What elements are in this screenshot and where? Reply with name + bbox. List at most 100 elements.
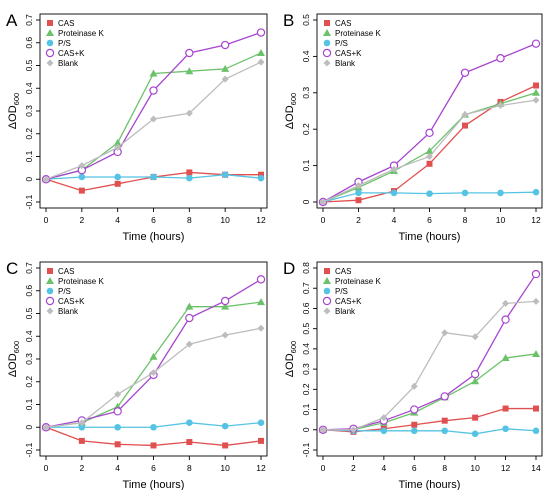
legend-label: CAS [58,267,74,276]
y-axis-label-main: ΔOD [7,105,19,129]
legend-marker [46,307,54,315]
x-tick-label: 0 [321,215,326,225]
y-tick-label: 0.2 [301,383,311,395]
x-tick-label: 6 [412,463,417,473]
data-point-p-s [150,173,157,181]
data-point-blank [532,96,540,104]
data-point-cas [78,187,85,194]
data-point-cas-k [113,407,122,416]
x-tick-label: 6 [427,215,432,225]
data-point-cas-k [220,296,230,306]
legend-marker [46,29,54,36]
data-point-cas-k [185,313,194,323]
x-tick-label: 8 [187,215,192,225]
y-axis-label: ΔOD600 [7,341,21,377]
panel-a: A 0 2 4 6 8 10 12 -0.1 0 0.1 0.2 0.3 0.4 0.5 0.6 0.7 Time… [6,11,268,243]
data-point-cas [258,171,264,178]
y-tick-label: 0.3 [24,105,34,117]
legend-marker [324,268,330,274]
data-point-p-s [441,427,449,435]
x-tick-label: 8 [463,215,468,225]
data-point-blank [461,111,469,119]
data-point-blank [221,75,229,83]
legend-marker [323,29,331,36]
data-point-proteinase-k [221,64,230,72]
data-point-p-s [221,171,229,178]
data-point-cas-k [460,68,470,77]
data-point-cas [78,437,85,444]
x-tick-label: 4 [115,463,120,473]
data-point-cas [533,82,539,89]
x-tick-label: 12 [256,463,266,473]
data-point-p-s [78,423,86,431]
x-tick-label: 0 [44,215,49,225]
legend-label: CAS+K [335,49,362,58]
data-point-proteinase-k [425,147,434,155]
y-axis-label-subscript: 600 [12,93,21,106]
data-point-cas-k [256,275,266,284]
panel-label: D [283,259,295,278]
data-point-p-s [221,422,229,430]
x-tick-label: 2 [79,215,84,225]
x-tick-label: 10 [496,215,506,225]
data-point-cas [462,122,468,129]
y-tick-label: 0.1 [301,159,311,171]
data-point-blank [502,299,510,307]
legend-label: Blank [335,307,356,316]
data-point-blank [319,198,327,206]
data-point-proteinase-k [185,302,194,310]
x-axis-label: Time (hours) [123,231,185,243]
data-point-proteinase-k [221,302,230,310]
y-tick-label: 0.3 [24,353,34,365]
y-tick-label: 0.5 [301,14,311,26]
legend-marker [323,287,331,295]
data-point-blank [185,109,193,117]
x-axis-label: Time (hours) [399,231,461,243]
x-tick-label: 0 [44,463,49,473]
legend-label: P/S [335,287,348,296]
x-tick-label: 10 [220,463,230,473]
data-point-cas-k [496,54,505,63]
y-tick-label: 0 [301,199,311,204]
x-tick-label: 14 [531,463,541,473]
data-point-blank [221,331,229,339]
y-axis-label: ΔOD600 [284,341,298,377]
data-point-cas-k [440,392,449,401]
data-point-p-s [426,190,433,197]
data-point-cas-k [531,269,541,279]
series-line-proteinase-k [45,301,262,428]
data-point-cas [258,437,264,444]
data-point-cas [426,160,433,167]
panel-c: C 0 2 4 6 8 10 12 -0.1 0 0.1 0.2 0.3 0.4 0.5 0.6 0.7 Time… [6,259,268,491]
legend-label: P/S [58,287,71,296]
data-point-cas-k [410,405,419,414]
data-point-cas-k [425,128,434,138]
x-tick-label: 8 [187,463,192,473]
data-point-cas [411,421,418,428]
y-axis-label-subscript: 600 [289,93,298,106]
y-tick-label: 0.4 [24,330,34,342]
data-point-blank [150,369,157,377]
plot-frame [316,13,543,209]
legend-label: Proteinase K [335,277,381,286]
data-point-cas [114,441,121,448]
legend-marker [46,277,54,284]
y-axis-label-main: ΔOD [284,105,296,129]
data-point-proteinase-k [532,88,540,96]
data-point-cas [186,439,193,446]
data-point-cas [502,405,509,412]
data-point-p-s [114,423,121,431]
data-point-proteinase-k [471,377,480,385]
plot-frame [316,261,543,457]
legend-marker [46,287,54,295]
legend-label: Blank [335,59,356,68]
x-tick-label: 2 [79,463,84,473]
data-point-blank [426,153,433,160]
data-point-p-s [461,189,469,197]
data-point-cas-k [220,40,230,50]
x-tick-label: 0 [321,463,326,473]
y-tick-label: 0.8 [301,262,311,274]
data-point-cas [472,414,479,421]
legend-label: Blank [58,59,79,68]
legend-label: CAS [58,19,74,28]
